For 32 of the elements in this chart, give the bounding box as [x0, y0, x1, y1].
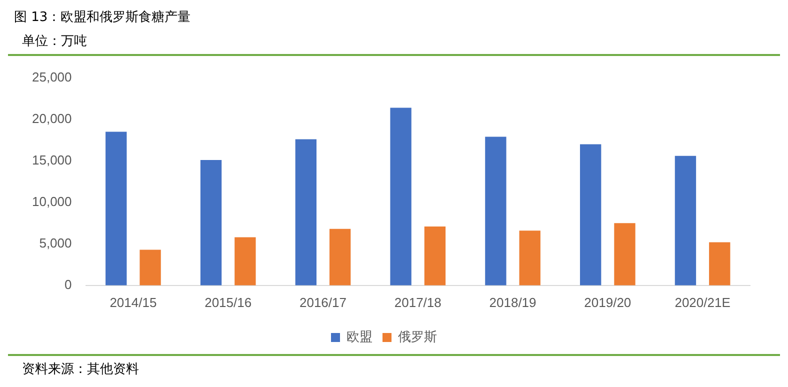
bar	[519, 230, 540, 286]
legend-label: 欧盟	[346, 330, 372, 345]
x-tick-label: 2020/21E	[674, 294, 731, 310]
y-tick-label: 5,000	[39, 235, 72, 250]
bar	[485, 136, 506, 286]
bar	[580, 144, 602, 286]
x-tick-label: 2019/20	[584, 294, 632, 310]
bar	[234, 237, 256, 286]
y-tick-label: 15,000	[32, 152, 72, 168]
text: 资料来源：其他资料	[21, 361, 140, 378]
bar	[390, 108, 412, 286]
x-tick-label: 2018/19	[489, 294, 536, 310]
bar	[200, 160, 222, 286]
bar	[614, 223, 636, 286]
x-tick-label: 2015/16	[204, 294, 252, 310]
x-tick-label: 2017/18	[394, 294, 442, 310]
y-tick-label: 10,000	[32, 194, 72, 209]
bar	[140, 250, 161, 286]
legend-label: 俄罗斯	[398, 330, 437, 345]
x-tick-label: 2014/15	[110, 294, 157, 310]
bar	[674, 156, 696, 286]
chart-title: 图 13：欧盟和俄罗斯食糖产量	[13, 9, 192, 26]
y-tick-label: 25,000	[32, 69, 72, 84]
y-tick-label: 20,000	[32, 110, 72, 126]
bar	[709, 242, 730, 286]
y-tick-label: 0	[64, 276, 72, 292]
x-tick-label: 2016/17	[299, 294, 346, 310]
bar	[295, 139, 316, 286]
bar	[424, 226, 446, 286]
bar	[106, 132, 127, 286]
bar	[329, 228, 351, 286]
chart-subtitle: 单位：万吨	[21, 33, 88, 51]
